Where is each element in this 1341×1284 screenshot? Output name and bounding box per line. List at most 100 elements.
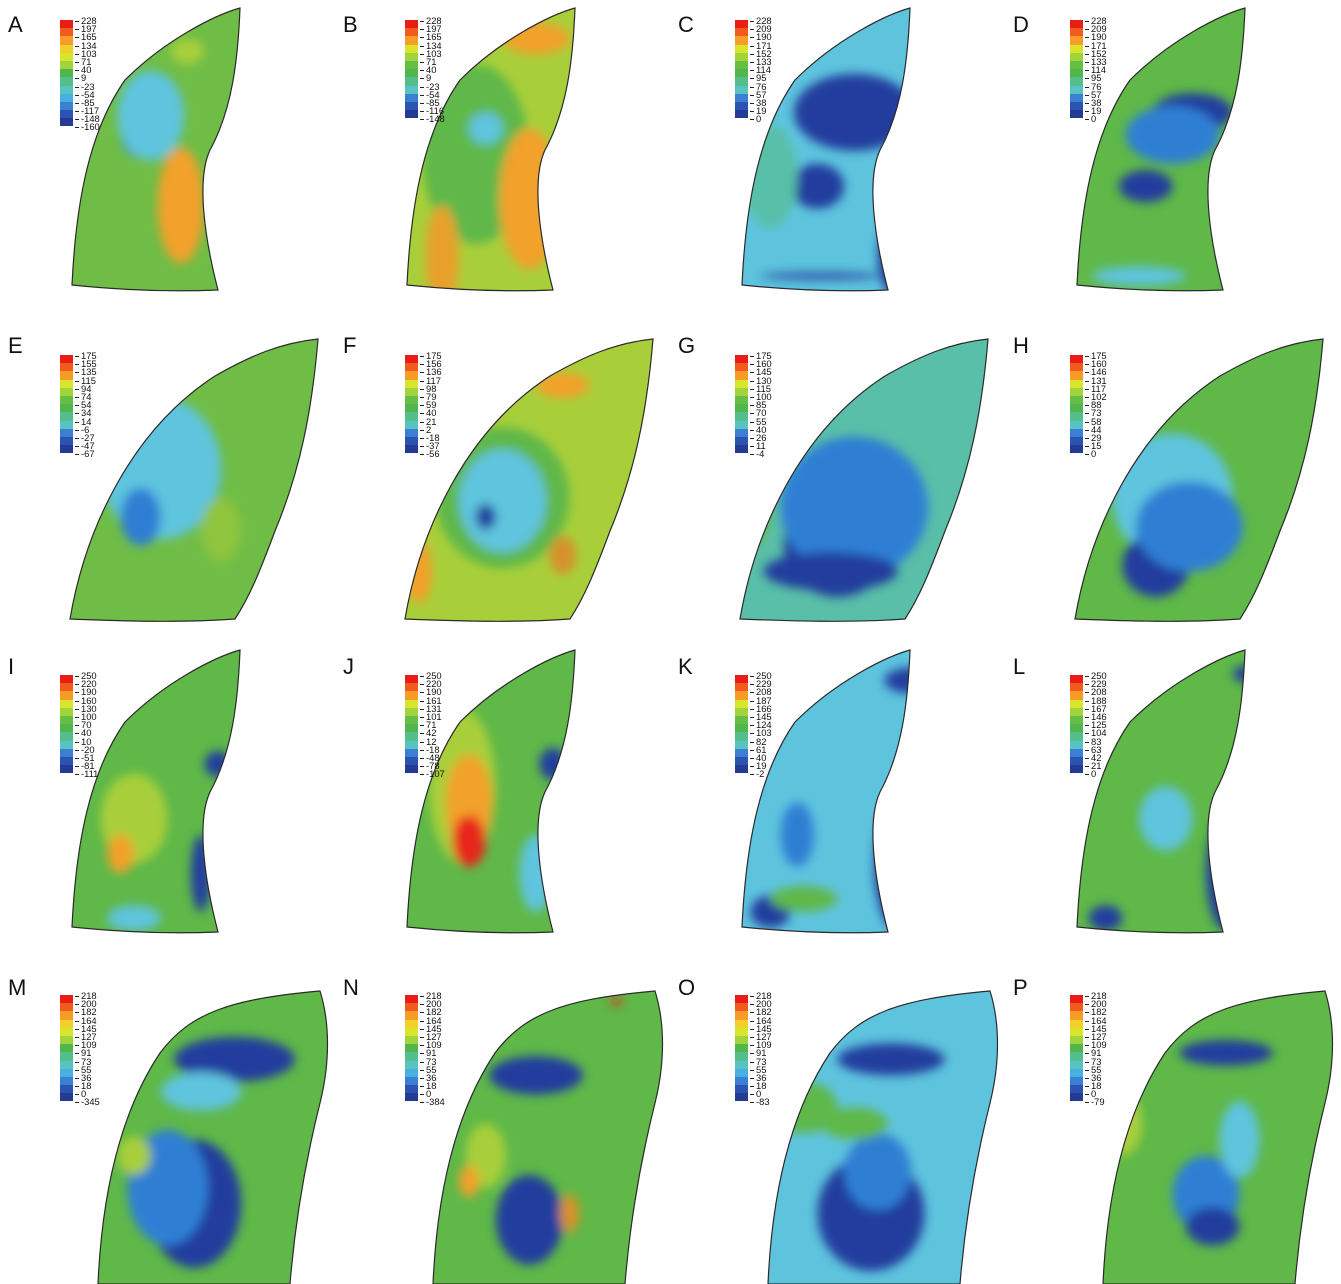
color-swatch bbox=[60, 93, 73, 102]
legend-tick-label: 70 bbox=[75, 720, 98, 730]
legend-tick-label: 103 bbox=[420, 48, 445, 58]
color-swatch bbox=[60, 1011, 73, 1020]
color-swatch bbox=[735, 1068, 748, 1077]
legend-tick-label: -79 bbox=[1085, 1097, 1107, 1107]
color-swatch bbox=[1070, 995, 1083, 1004]
color-swatch bbox=[735, 724, 748, 733]
legend-tick-label: 218 bbox=[1085, 991, 1107, 1001]
color-swatch bbox=[405, 1035, 418, 1045]
legend-tick-label: 36 bbox=[420, 1073, 445, 1083]
color-swatch bbox=[735, 445, 748, 454]
legend-tick-label: 40 bbox=[420, 65, 445, 75]
surface-outline bbox=[741, 649, 911, 934]
color-swatch bbox=[405, 1019, 418, 1028]
contour-map bbox=[741, 7, 911, 292]
contour-region bbox=[536, 372, 590, 399]
panel-label: I bbox=[8, 654, 15, 679]
color-swatch bbox=[735, 1093, 748, 1102]
legend-tick-label: 55 bbox=[420, 1064, 445, 1074]
legend-tick-label: -51 bbox=[75, 753, 98, 763]
color-swatch bbox=[60, 732, 73, 741]
color-scale-bar bbox=[405, 675, 418, 774]
legend-tick-label: 165 bbox=[75, 32, 100, 42]
contour-map bbox=[739, 338, 989, 622]
panel-label: L bbox=[1013, 654, 1026, 679]
color-swatch bbox=[405, 77, 418, 86]
color-scale-bar bbox=[1070, 355, 1083, 454]
legend-tick-label: 38 bbox=[1085, 98, 1107, 108]
legend-tick-label: 55 bbox=[75, 1064, 100, 1074]
surface-outline bbox=[741, 7, 911, 292]
surface-outline bbox=[739, 338, 989, 622]
legend-ticks: 228 209 190 171 152 133 114 95 76 57 38 19 0 bbox=[1085, 16, 1107, 124]
color-swatch bbox=[405, 732, 418, 741]
color-swatch bbox=[60, 1044, 73, 1053]
color-swatch bbox=[735, 387, 748, 396]
legend-tick-label: 40 bbox=[750, 424, 772, 434]
color-swatch bbox=[1070, 1011, 1083, 1020]
legend-tick-label: 71 bbox=[75, 57, 100, 67]
legend-tick-label: 9 bbox=[75, 73, 100, 83]
color-swatch bbox=[1070, 420, 1083, 429]
legend-tick-label: 115 bbox=[75, 375, 97, 385]
legend-tick-label: 200 bbox=[1085, 999, 1107, 1009]
legend-tick-label: 197 bbox=[75, 24, 100, 34]
surface-outline bbox=[1076, 649, 1246, 934]
contour-region bbox=[609, 998, 624, 1005]
color-swatch bbox=[60, 1060, 73, 1069]
legend-tick-label: 104 bbox=[1085, 728, 1107, 738]
color-swatch bbox=[60, 707, 73, 716]
legend-tick-label: 54 bbox=[75, 400, 97, 410]
contour-map bbox=[406, 649, 576, 934]
legend-tick-label: 109 bbox=[420, 1040, 445, 1050]
contour-region bbox=[120, 487, 161, 546]
legend-tick-label: 83 bbox=[1085, 736, 1107, 746]
legend-ticks: 250 220 190 160 130 100 70 40 10 -20 -51 -81 -111 bbox=[75, 671, 98, 779]
panel-p: P 218 200 182 164 145 127 109 91 73 55 36 18 0 -79 bbox=[1005, 963, 1340, 1284]
color-swatch bbox=[405, 1027, 418, 1036]
legend-tick-label: -85 bbox=[75, 98, 100, 108]
contour-region bbox=[458, 1165, 480, 1198]
legend-tick-label: 200 bbox=[75, 999, 100, 1009]
color-swatch bbox=[735, 995, 748, 1004]
color-scale-bar bbox=[60, 675, 73, 774]
legend-tick-label: 82 bbox=[750, 736, 772, 746]
color-scale-bar bbox=[405, 995, 418, 1102]
legend-tick-label: 209 bbox=[750, 24, 772, 34]
surface-base bbox=[433, 991, 663, 1284]
legend-tick-label: 127 bbox=[420, 1032, 445, 1042]
legend-tick-label: -23 bbox=[420, 81, 445, 91]
legend-ticks: 250 229 208 187 166 145 124 103 82 61 40 19 -2 bbox=[750, 671, 772, 779]
legend-tick-label: 103 bbox=[75, 48, 100, 58]
contour-map bbox=[1102, 990, 1334, 1284]
color-swatch bbox=[735, 101, 748, 111]
color-swatch bbox=[405, 110, 418, 119]
color-swatch bbox=[60, 436, 73, 446]
color-swatch bbox=[60, 420, 73, 429]
legend-tick-label: 12 bbox=[420, 736, 445, 746]
panel-label: F bbox=[343, 333, 357, 358]
legend-tick-label: 190 bbox=[750, 32, 772, 42]
legend-tick-label: 63 bbox=[1085, 744, 1107, 754]
color-swatch bbox=[60, 683, 73, 692]
color-swatch bbox=[1070, 36, 1083, 45]
legend-tick-label: -83 bbox=[750, 1097, 772, 1107]
contour-region bbox=[743, 125, 798, 228]
color-swatch bbox=[1070, 1027, 1083, 1036]
color-swatch bbox=[1070, 1044, 1083, 1053]
contour-region bbox=[1092, 266, 1186, 286]
legend-tick-label: 166 bbox=[750, 703, 772, 713]
legend-tick-label: 14 bbox=[75, 416, 97, 426]
legend-tick-label: 218 bbox=[750, 991, 772, 1001]
color-swatch bbox=[735, 363, 748, 372]
legend-tick-label: -48 bbox=[420, 753, 445, 763]
color-swatch bbox=[60, 740, 73, 749]
color-swatch bbox=[405, 404, 418, 413]
legend-tick-label: 95 bbox=[750, 73, 772, 83]
legend-tick-label: -111 bbox=[75, 769, 98, 779]
legend-tick-label: -6 bbox=[75, 424, 97, 434]
color-swatch bbox=[60, 675, 73, 684]
legend-tick-label: 250 bbox=[75, 671, 98, 681]
color-swatch bbox=[60, 20, 73, 29]
contour-region bbox=[1125, 105, 1220, 164]
